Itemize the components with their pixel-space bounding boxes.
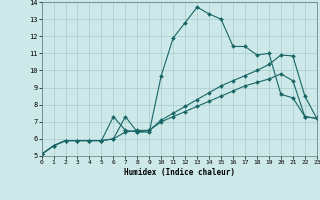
X-axis label: Humidex (Indice chaleur): Humidex (Indice chaleur)	[124, 168, 235, 177]
